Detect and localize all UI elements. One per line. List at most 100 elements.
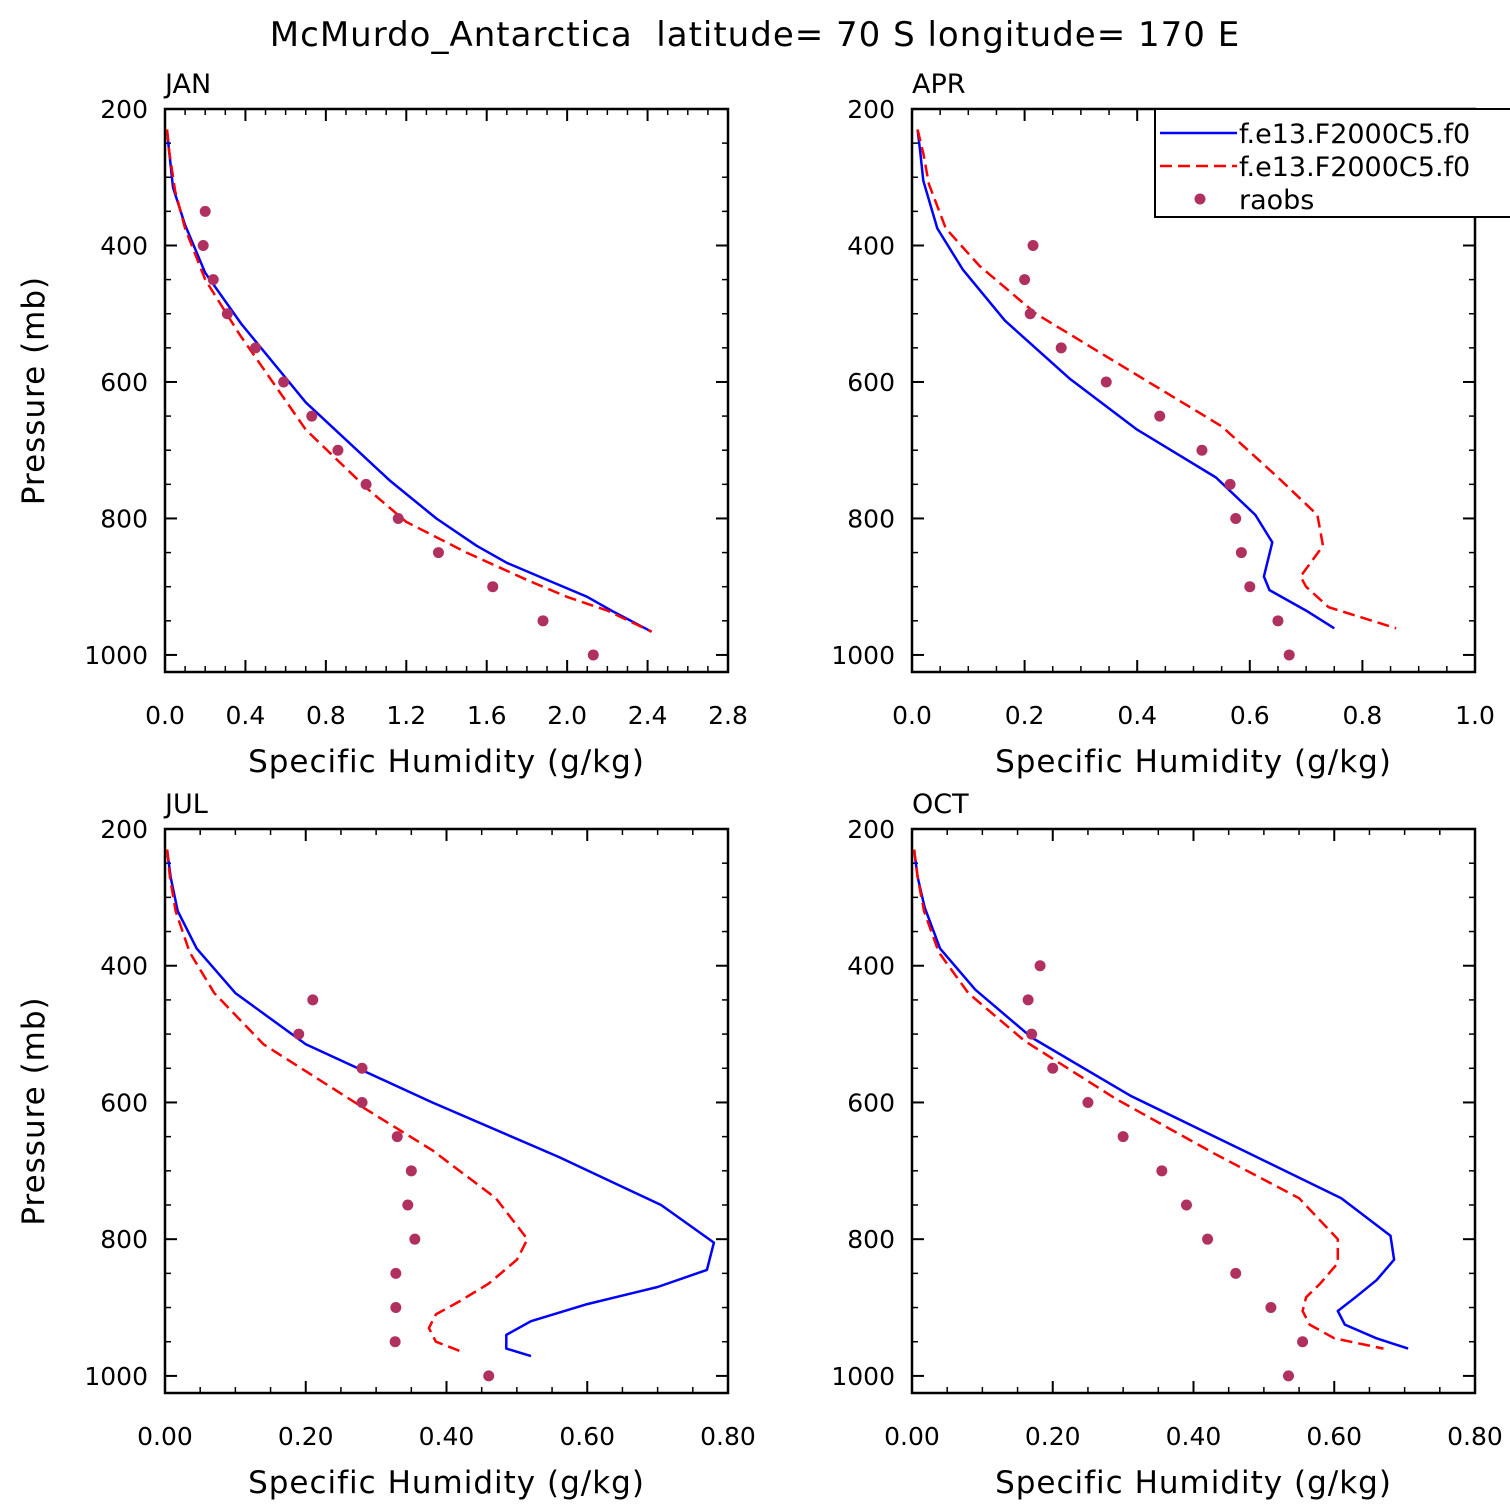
x-tick-label: 0.4: [226, 701, 266, 730]
y-tick-label: 800: [100, 504, 148, 533]
y-tick-label: 600: [847, 368, 895, 397]
raobs-point: [1055, 342, 1067, 354]
raobs-point: [487, 581, 499, 593]
x-tick-label: 2.4: [628, 701, 668, 730]
x-tick-label: 0.2: [1005, 701, 1045, 730]
x-tick-label: 2.8: [708, 701, 748, 730]
figure-title: McMurdo_Antarctica latitude= 70 S longit…: [270, 15, 1240, 55]
legend-entry-label: f.e13.F2000C5.f0: [1239, 152, 1470, 183]
raobs-point: [409, 1233, 421, 1245]
raobs-point: [1156, 1165, 1168, 1177]
y-tick-label: 200: [847, 95, 895, 124]
raobs-point: [1283, 1370, 1295, 1382]
solid-series-line-jan: [165, 129, 653, 633]
panel-label-apr: APR: [912, 69, 966, 100]
x-tick-label: 0.8: [1343, 701, 1383, 730]
raobs-point: [1235, 547, 1247, 559]
raobs-point: [1022, 994, 1034, 1006]
y-tick-label: 200: [100, 95, 148, 124]
x-tick-label: 1.6: [467, 701, 507, 730]
y-axis-label: Pressure (mb): [16, 276, 52, 505]
raobs-point: [390, 1267, 402, 1279]
solid-series-line-apr: [916, 129, 1335, 630]
y-tick-label: 600: [100, 1088, 148, 1117]
dashed-series-line-oct: [912, 849, 1384, 1350]
x-tick-label: 0.40: [1166, 1422, 1222, 1451]
x-tick-label: 1.0: [1455, 701, 1495, 730]
legend-entry-label: raobs: [1239, 185, 1314, 216]
y-axis-label: Pressure (mb): [16, 996, 52, 1225]
panel-apr: APR 0.0 0.2 0.4 0.6 0.8 1.0 200 400 600 800 1000 Spe…: [831, 69, 1495, 780]
dashed-series-line-jan: [165, 129, 653, 633]
y-tick-label: 1000: [84, 641, 148, 670]
raobs-point: [221, 308, 233, 320]
raobs-point: [1202, 1233, 1214, 1245]
raobs-point: [1224, 478, 1236, 490]
raobs-point: [1154, 410, 1166, 422]
raobs-point: [432, 547, 444, 559]
raobs-point: [390, 1302, 402, 1314]
panel-label-oct: OCT: [912, 789, 969, 820]
y-tick-label: 200: [847, 815, 895, 844]
raobs-point: [332, 444, 344, 456]
x-axis-label: Specific Humidity (g/kg): [995, 1465, 1392, 1501]
x-tick-label: 0.20: [1025, 1422, 1081, 1451]
raobs-point: [207, 274, 219, 286]
x-tick-label: 0.80: [1447, 1422, 1503, 1451]
x-axis-label: Specific Humidity (g/kg): [248, 744, 645, 780]
raobs-point: [389, 1336, 401, 1348]
dashed-series-line-jul: [165, 849, 529, 1354]
y-tick-label: 400: [100, 952, 148, 981]
raobs-point: [405, 1165, 417, 1177]
panel-oct: OCT 0.00 0.20 0.40 0.60 0.80 200 400 600 800 1000 S…: [831, 789, 1502, 1501]
raobs-point: [1026, 1028, 1038, 1040]
y-tick-label: 600: [847, 1088, 895, 1117]
x-tick-label: 0.8: [306, 701, 346, 730]
raobs-point: [537, 615, 549, 627]
raobs-point: [197, 239, 209, 251]
y-tick-label: 600: [100, 368, 148, 397]
y-tick-label: 800: [847, 504, 895, 533]
y-tick-label: 1000: [84, 1362, 148, 1391]
legend-marker-dot: [1194, 193, 1206, 205]
solid-series-line-jul: [165, 849, 716, 1358]
raobs-point: [1019, 274, 1031, 286]
raobs-point: [587, 649, 599, 661]
raobs-point: [1117, 1131, 1129, 1143]
raobs-point: [1196, 444, 1208, 456]
x-tick-label: 0.0: [892, 701, 932, 730]
x-tick-label: 0.00: [884, 1422, 940, 1451]
raobs-point: [483, 1370, 495, 1382]
y-tick-label: 800: [100, 1225, 148, 1254]
x-tick-label: 1.2: [386, 701, 426, 730]
legend-entry-label: f.e13.F2000C5.f0: [1239, 119, 1470, 150]
raobs-point: [1047, 1062, 1059, 1074]
raobs-point: [1024, 308, 1036, 320]
panel-jul: JUL 0.00 0.20 0.40 0.60 0.80 200 400 600 800 1000 S…: [16, 789, 756, 1501]
raobs-point: [1082, 1096, 1094, 1108]
solid-series-line-oct: [912, 849, 1409, 1350]
x-tick-label: 0.00: [137, 1422, 193, 1451]
y-tick-label: 400: [847, 952, 895, 981]
raobs-point: [306, 410, 318, 422]
x-tick-label: 0.60: [559, 1422, 615, 1451]
x-tick-label: 0.60: [1306, 1422, 1362, 1451]
raobs-point: [249, 342, 261, 354]
raobs-point: [1180, 1199, 1192, 1211]
panel-jan: JAN 0.0 0.4 0.8 1.2 1.6 2.0 2.4 2.8 200 400 600 800 1…: [16, 69, 748, 780]
raobs-point: [1283, 649, 1295, 661]
raobs-point: [356, 1096, 368, 1108]
x-tick-label: 0.0: [145, 701, 185, 730]
panel-label-jul: JUL: [163, 789, 208, 820]
raobs-point: [1100, 376, 1112, 388]
raobs-point: [360, 478, 372, 490]
raobs-point: [392, 512, 404, 524]
x-tick-label: 0.4: [1117, 701, 1157, 730]
y-tick-label: 1000: [831, 641, 895, 670]
raobs-point: [1230, 512, 1242, 524]
raobs-point: [293, 1028, 305, 1040]
y-tick-label: 400: [847, 231, 895, 260]
panels-group: JAN 0.0 0.4 0.8 1.2 1.6 2.0 2.4 2.8 200 400 600 800 1…: [16, 69, 1503, 1501]
